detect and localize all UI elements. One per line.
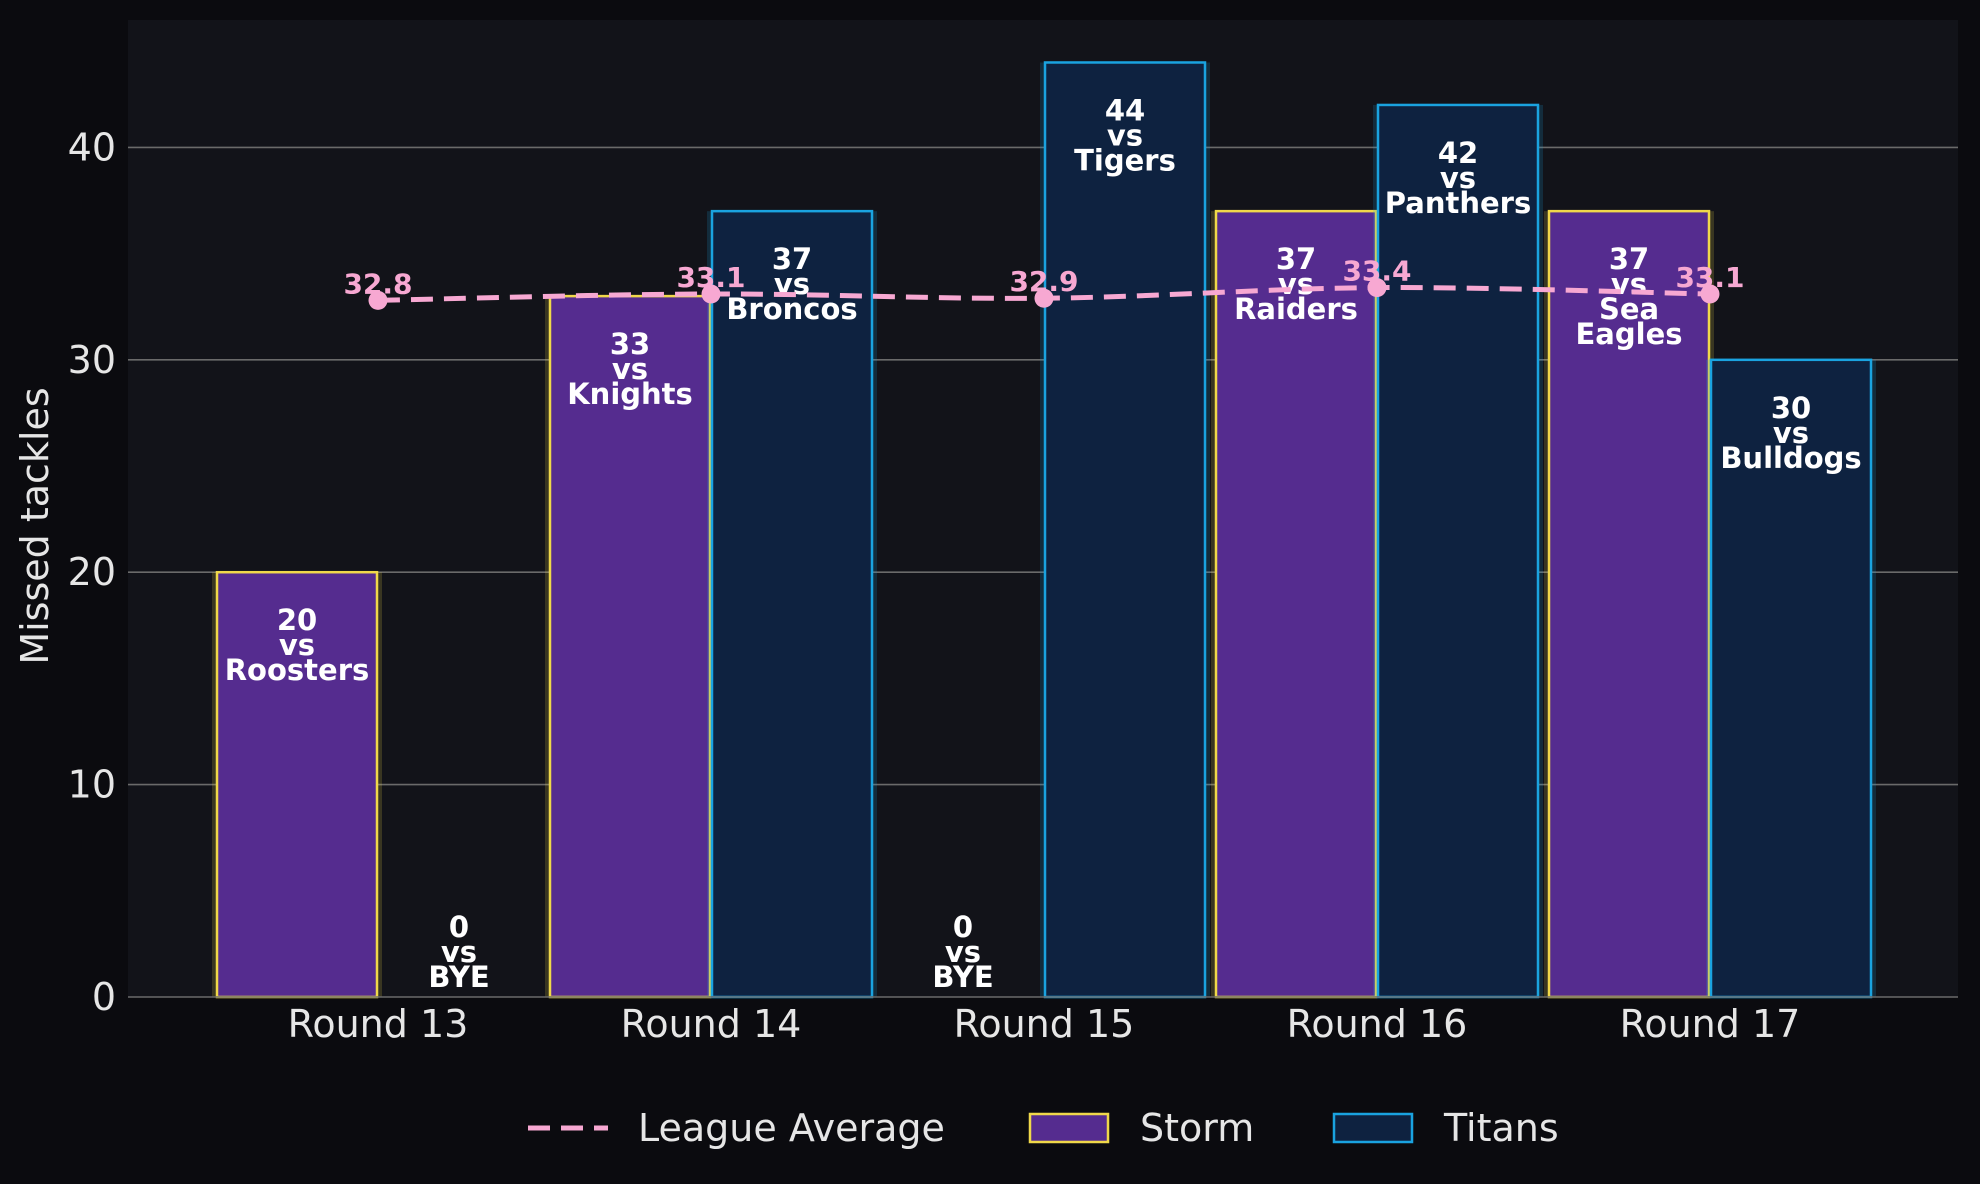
bars [212,61,1876,999]
bar-storm-round-17 [1547,209,1711,999]
bar-label-line: Eagles [1575,317,1682,351]
league-average-label-1: 33.1 [676,261,745,294]
league-average-label-2: 32.9 [1009,265,1078,298]
league-average-point-4 [1700,284,1720,304]
bar-label-line: 37 [1276,242,1316,276]
bar-label-line: Raiders [1234,292,1358,326]
bar-label-line: 20 [277,603,317,637]
y-tick-label-0: 0 [92,975,116,1019]
bar-label-line: BYE [932,960,993,994]
legend-swatch-storm [1028,1112,1110,1144]
bar-label-storm-0: 20 vs Roosters [225,603,370,687]
bar-label-line: 37 [772,242,812,276]
bar-titans-round-16 [1376,103,1540,999]
league-average-point-3 [1367,278,1387,298]
bar-label-storm-2: 0 vs BYE [932,910,993,994]
x-tick-label-round-13: Round 13 [288,1002,469,1046]
x-tick-label-round-15: Round 15 [954,1002,1135,1046]
bar-label-line: 37 [1609,242,1649,276]
bar-label-line: vs [1773,416,1809,450]
bar-label-line: BYE [428,960,489,994]
y-tick-label-40: 40 [68,125,116,169]
bar-label-storm-4: 37 vs Sea Eagles [1575,242,1682,351]
legend-swatch-titans [1332,1112,1414,1144]
legend-label-storm: Storm [1140,1106,1254,1150]
bar-label-line: Roosters [225,653,370,687]
league-average-point-0 [368,290,388,310]
legend-label-league-average: League Average [638,1106,945,1150]
bar-label-line: vs [1440,161,1476,195]
league-average-label-0: 32.8 [343,267,412,300]
bar-label-line: vs [1107,118,1143,152]
x-tick-label-round-17: Round 17 [1620,1002,1801,1046]
x-tick-label-round-16: Round 16 [1287,1002,1468,1046]
league-average-label-3: 33.4 [1342,255,1411,288]
bar-label-line: 0 [953,910,973,944]
bar-label-line: Tigers [1074,143,1176,177]
league-average-point-2 [1034,288,1054,308]
league-average-line: 32.8 33.1 32.9 33.4 33.1 [343,255,1745,310]
bar-label-storm-3: 37 vs Raiders [1234,242,1358,326]
bar-label-line: 44 [1105,93,1145,127]
bar-label-line: vs [441,935,477,969]
axes: 0 10 20 30 40 Round 13 Round 14 Round 15 Round 1… [68,125,1958,1046]
bar-label-titans-2: 44 vs Tigers [1074,93,1176,177]
bar-titans-round-17 [1709,358,1873,999]
bar-label-titans-3: 42 vs Panthers [1385,136,1531,220]
bar-label-line: Panthers [1385,186,1531,220]
bar-label-line: vs [1611,267,1647,301]
bar-label-line: Sea [1599,292,1659,326]
bar-label-line: vs [945,935,981,969]
bar-label-line: 33 [610,327,650,361]
league-average-label-4: 33.1 [1675,261,1744,294]
bar-label-line: 42 [1438,136,1478,170]
bar-storm-round-16 [1214,209,1378,999]
bar-storm-round-13 [215,570,379,999]
bar-label-line: vs [279,628,315,662]
x-tick-label-round-14: Round 14 [621,1002,802,1046]
legend: League Average Storm Titans [528,1106,1559,1150]
legend-label-titans: Titans [1443,1106,1559,1150]
bar-label-line: 0 [449,910,469,944]
bar-label-storm-1: 33 vs Knights [567,327,693,411]
y-tick-label-10: 10 [68,763,116,807]
bar-label-line: vs [612,352,648,386]
bar-titans-round-14 [710,209,874,999]
bar-label-titans-0: 0 vs BYE [428,910,489,994]
bar-label-titans-4: 30 vs Bulldogs [1720,391,1861,475]
bar-label-line: Bulldogs [1720,441,1861,475]
bar-label-line: 30 [1771,391,1811,425]
bar-titans-round-15 [1043,61,1207,999]
y-tick-label-20: 20 [68,550,116,594]
league-average-point-1 [701,284,721,304]
bar-label-line: Knights [567,377,693,411]
y-tick-label-30: 30 [68,338,116,382]
bar-label-line: Broncos [726,292,857,326]
bar-label-line: vs [1278,267,1314,301]
y-axis-title: Missed tackles [13,387,57,664]
